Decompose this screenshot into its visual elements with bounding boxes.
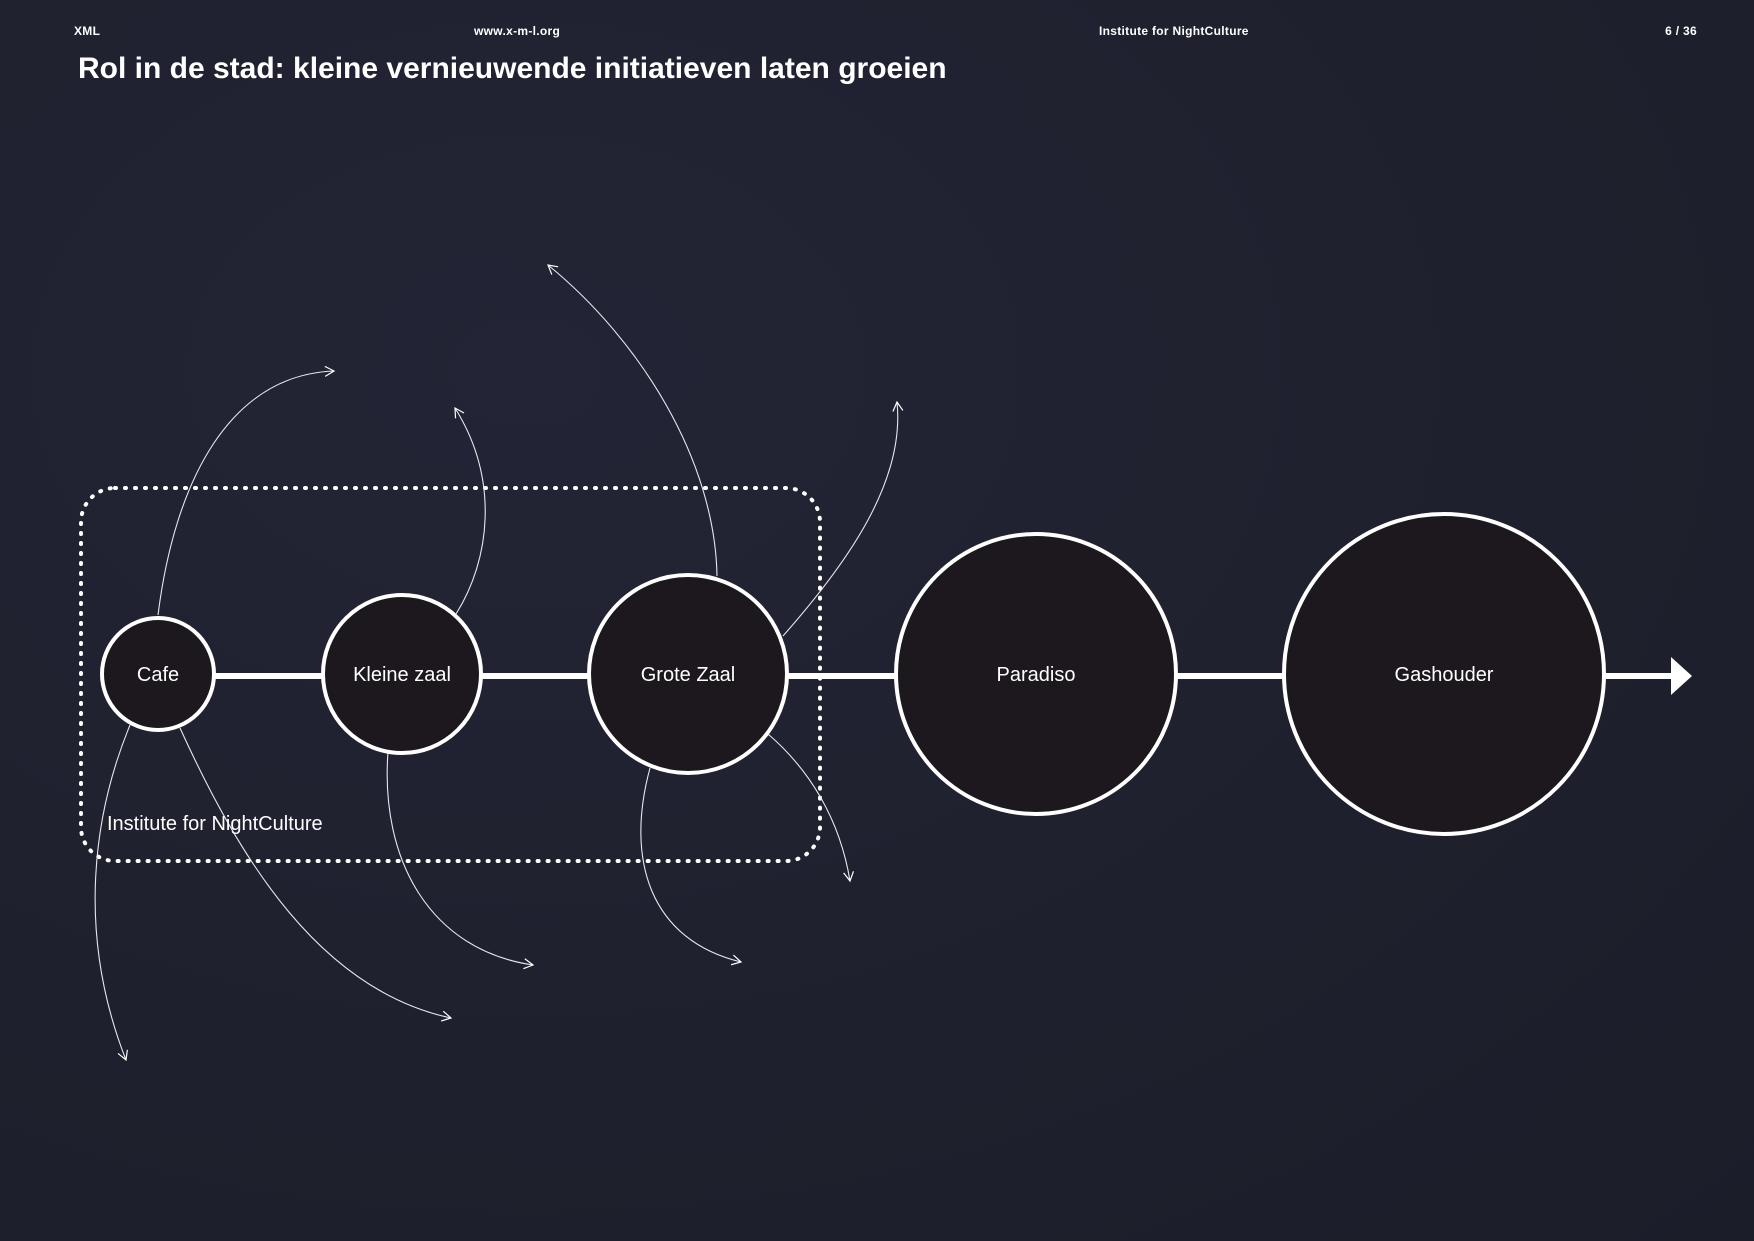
arrow-grote-down bbox=[640, 767, 743, 966]
node-label-grote-zaal: Grote Zaal bbox=[641, 664, 735, 686]
node-label-kleine-zaal: Kleine zaal bbox=[353, 664, 451, 686]
group-label: Institute for NightCulture bbox=[107, 813, 323, 835]
group-boundary bbox=[79, 486, 822, 863]
node-label-gashouder: Gashouder bbox=[1395, 664, 1494, 686]
node-cafe: Cafe bbox=[100, 616, 216, 732]
arrow-grote-downright bbox=[767, 733, 855, 883]
page-number: 6 / 36 bbox=[1665, 24, 1697, 38]
arrow-grote-up bbox=[547, 264, 718, 577]
arrow-cafe-down-left bbox=[94, 724, 131, 1062]
node-kleine-zaal: Kleine zaal bbox=[321, 593, 483, 755]
arrow-grote-upright bbox=[782, 400, 904, 637]
node-label-cafe: Cafe bbox=[137, 664, 179, 686]
arrow-kleine-up bbox=[454, 406, 486, 615]
arrow-kleine-down bbox=[386, 751, 535, 970]
header-doc-label: XML bbox=[74, 24, 101, 38]
page-title: Rol in de stad: kleine vernieuwende init… bbox=[78, 52, 947, 85]
outgoing-arrows bbox=[94, 264, 904, 1062]
node-paradiso: Paradiso bbox=[894, 532, 1178, 816]
node-gashouder: Gashouder bbox=[1282, 512, 1606, 836]
header-institute: Institute for NightCulture bbox=[1099, 24, 1249, 38]
node-label-paradiso: Paradiso bbox=[997, 664, 1076, 686]
timeline-arrowhead bbox=[1671, 657, 1692, 695]
node-grote-zaal: Grote Zaal bbox=[587, 573, 789, 775]
arrow-cafe-up bbox=[157, 365, 336, 616]
arrow-cafe-down-right bbox=[179, 727, 453, 1022]
header-url: www.x-m-l.org bbox=[474, 24, 561, 38]
